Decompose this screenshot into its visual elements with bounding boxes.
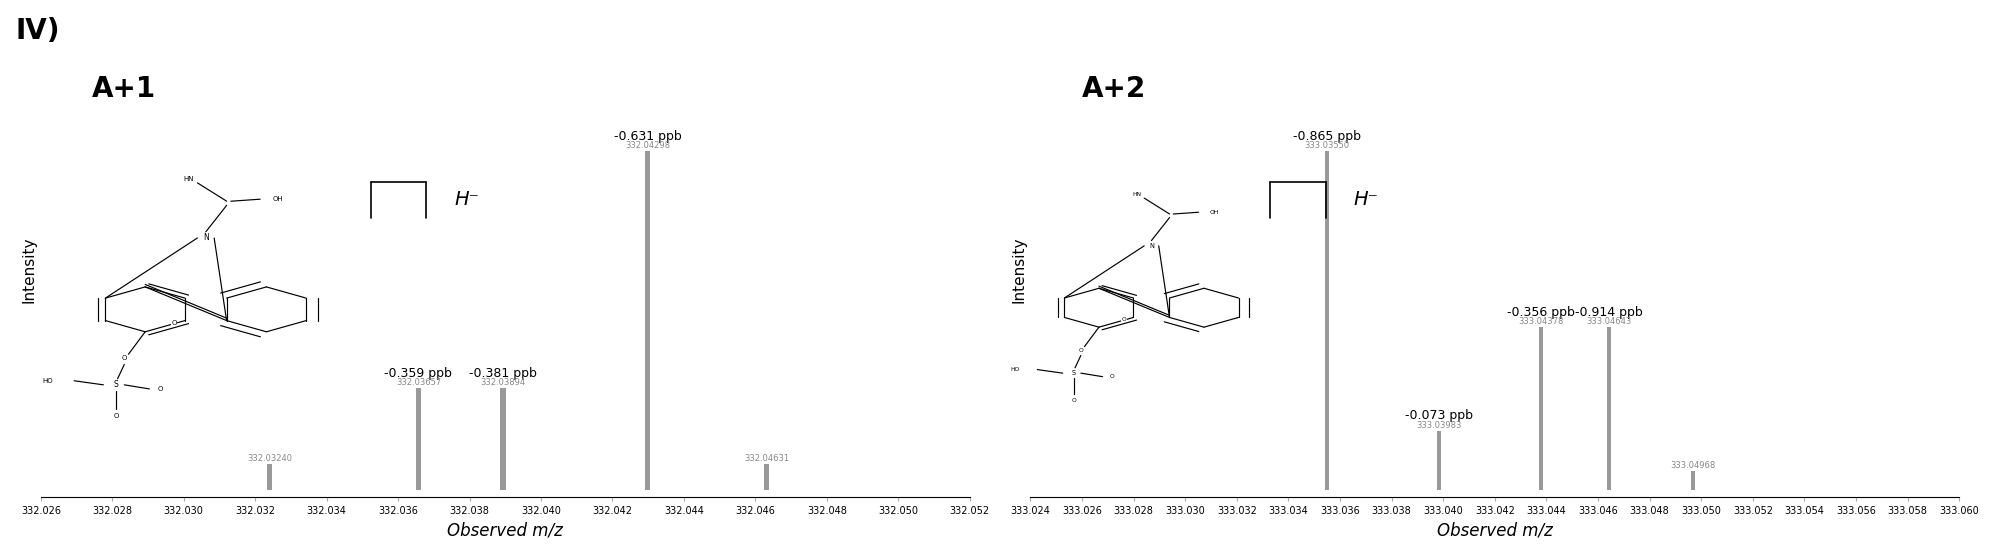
Text: 332.04631: 332.04631 <box>744 454 788 464</box>
Text: HN: HN <box>1132 192 1142 197</box>
Text: O: O <box>122 355 126 361</box>
Text: O: O <box>158 386 164 392</box>
Text: 332.03240: 332.03240 <box>246 454 292 464</box>
X-axis label: Observed m/z: Observed m/z <box>1436 521 1552 539</box>
Bar <box>644 152 650 490</box>
Bar <box>1608 328 1612 490</box>
Bar <box>266 464 272 490</box>
Y-axis label: Intensity: Intensity <box>1012 237 1026 303</box>
Text: 333.04378: 333.04378 <box>1518 318 1564 326</box>
Text: 332.04298: 332.04298 <box>624 142 670 151</box>
Text: 332.03657: 332.03657 <box>396 379 442 388</box>
Text: S: S <box>114 380 118 389</box>
Text: 333.04968: 333.04968 <box>1670 461 1716 470</box>
Text: N: N <box>202 234 208 242</box>
Text: -0.381 ppb: -0.381 ppb <box>470 367 538 380</box>
Text: A+1: A+1 <box>92 75 156 103</box>
Text: 332.03894: 332.03894 <box>480 379 526 388</box>
Bar <box>764 464 770 490</box>
Bar <box>500 388 506 490</box>
Y-axis label: Intensity: Intensity <box>22 237 36 303</box>
Text: -0.356 ppb: -0.356 ppb <box>1506 306 1574 319</box>
Text: OH: OH <box>272 196 284 202</box>
Bar <box>1690 471 1696 490</box>
Text: HO: HO <box>1010 367 1020 372</box>
Text: IV): IV) <box>16 17 60 45</box>
Text: O: O <box>114 413 118 419</box>
Text: -0.914 ppb: -0.914 ppb <box>1576 306 1644 319</box>
Bar <box>1326 152 1330 490</box>
X-axis label: Observed m/z: Observed m/z <box>448 521 564 539</box>
Text: H⁻: H⁻ <box>454 190 480 209</box>
Text: -0.073 ppb: -0.073 ppb <box>1404 409 1472 422</box>
Bar <box>1538 328 1542 490</box>
Text: HN: HN <box>184 176 194 182</box>
Text: -0.359 ppb: -0.359 ppb <box>384 367 452 380</box>
Text: 333.03550: 333.03550 <box>1304 142 1350 151</box>
Text: H⁻: H⁻ <box>1354 190 1378 209</box>
Text: A+2: A+2 <box>1082 75 1146 103</box>
Text: O: O <box>172 320 176 325</box>
Text: O: O <box>1110 374 1114 379</box>
Text: S: S <box>1072 370 1076 376</box>
Text: -0.631 ppb: -0.631 ppb <box>614 130 682 143</box>
Text: O: O <box>1072 398 1076 403</box>
Text: OH: OH <box>1210 210 1218 214</box>
Text: O: O <box>1122 317 1126 321</box>
Text: N: N <box>1150 243 1154 249</box>
Text: O: O <box>1078 348 1084 353</box>
Text: 333.03983: 333.03983 <box>1416 421 1462 430</box>
Text: -0.865 ppb: -0.865 ppb <box>1294 130 1362 143</box>
Bar <box>1436 431 1440 490</box>
Bar <box>416 388 422 490</box>
Text: 333.04643: 333.04643 <box>1586 318 1632 326</box>
Text: HO: HO <box>42 378 54 384</box>
